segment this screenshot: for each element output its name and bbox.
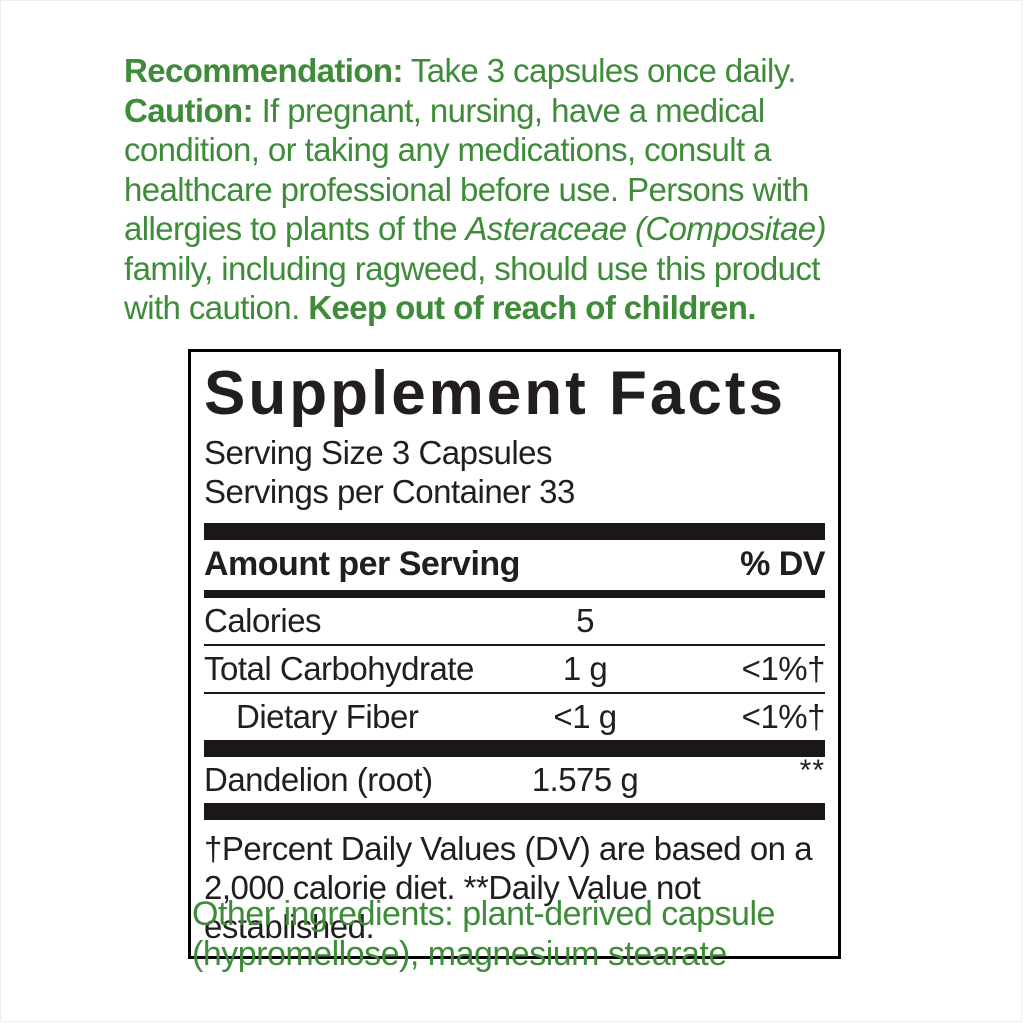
- nutrient-dv: <1%†: [741, 698, 826, 736]
- nutrient-amount: 1 g: [562, 650, 608, 688]
- footnote: †Percent Daily Values (DV) are based on …: [204, 820, 825, 946]
- nutrient-row: Total Carbohydrate 1 g <1%†: [204, 646, 826, 692]
- divider-rule-thin: [204, 644, 825, 647]
- other-ingredients: Other ingredients: plant-derived capsule…: [192, 894, 775, 974]
- nutrient-dv: **: [690, 754, 825, 799]
- dv-asterisks: **: [799, 754, 825, 788]
- divider-bar-medium: [204, 590, 825, 599]
- nutrient-row: Dandelion (root) 1.575 g **: [204, 754, 825, 803]
- advisory-segment: with caution.: [124, 289, 309, 326]
- divider-bar-thick: [204, 740, 825, 758]
- advisory-segment: healthcare professional before use. Pers…: [124, 170, 809, 208]
- percent-dv-label: % DV: [740, 545, 825, 584]
- nutrient-rows: Calories 5 Total Carbohydrate 1 g <1%† Dietar…: [204, 598, 826, 821]
- footnote-line: †Percent Daily Values (DV) are based on …: [204, 830, 813, 868]
- footnote-line: 2,000 calorie diet. **Daily Value not es…: [204, 869, 701, 946]
- nutrient-row: Dietary Fiber <1 g <1%†: [204, 694, 826, 740]
- divider-rule-thin: [204, 692, 825, 695]
- advisory-segment: If pregnant, nursing, have a medical: [253, 91, 766, 129]
- advisory-segment: Take 3 capsules once daily.: [402, 52, 797, 89]
- advisory-segment: Asteraceae (Compositae): [465, 210, 827, 247]
- other-ingredients-line: (hypromellose), magnesium stearate: [192, 935, 727, 973]
- advisory-line: family, including ragweed, should use th…: [124, 249, 924, 289]
- advisory-line: condition, or taking any medications, co…: [124, 130, 924, 170]
- servings-per-container: Servings per Container 33: [204, 473, 575, 511]
- nutrient-row: Calories 5: [204, 598, 825, 644]
- advisory-line: allergies to plants of the Asteraceae (C…: [124, 209, 924, 249]
- nutrient-name: Dietary Fiber: [236, 698, 419, 736]
- advisory-line: with caution. Keep out of reach of child…: [124, 288, 924, 328]
- advisory-segment: allergies to plants of the: [124, 210, 466, 247]
- advisory-segment: Keep out of reach of children.: [308, 289, 756, 326]
- table-header-row: Amount per Serving % DV: [204, 540, 825, 590]
- advisory-segment: Caution:: [124, 91, 254, 129]
- advisory-line: healthcare professional before use. Pers…: [124, 170, 924, 210]
- nutrient-amount: 5: [576, 602, 594, 640]
- divider-bar-thick: [204, 523, 825, 541]
- advisory-line: Caution: If pregnant, nursing, have a me…: [124, 91, 924, 131]
- serving-size: Serving Size 3 Capsules: [204, 434, 553, 472]
- nutrient-name: Total Carbohydrate: [204, 650, 474, 688]
- advisory-segment: family, including ragweed, should use th…: [124, 249, 820, 287]
- divider-bar-thick: [204, 803, 825, 821]
- advisory-text: Recommendation: Take 3 capsules once dai…: [124, 51, 924, 328]
- other-ingredients-line: Other ingredients: plant-derived capsule: [192, 895, 775, 933]
- nutrient-dv: <1%†: [741, 650, 826, 688]
- nutrient-name: Dandelion (root): [204, 761, 433, 799]
- advisory-segment: Recommendation:: [124, 52, 403, 89]
- supplement-facts-panel: Supplement Facts Serving Size 3 Capsules…: [188, 349, 841, 960]
- advisory-line: Recommendation: Take 3 capsules once dai…: [124, 51, 924, 91]
- amount-per-serving-label: Amount per Serving: [204, 545, 520, 584]
- nutrient-amount: 1.575 g: [531, 761, 639, 799]
- supplement-facts-title: Supplement Facts: [204, 359, 786, 428]
- advisory-segment: condition, or taking any medications, co…: [124, 131, 771, 168]
- nutrient-amount: <1 g: [553, 698, 617, 736]
- nutrient-name: Calories: [204, 602, 322, 640]
